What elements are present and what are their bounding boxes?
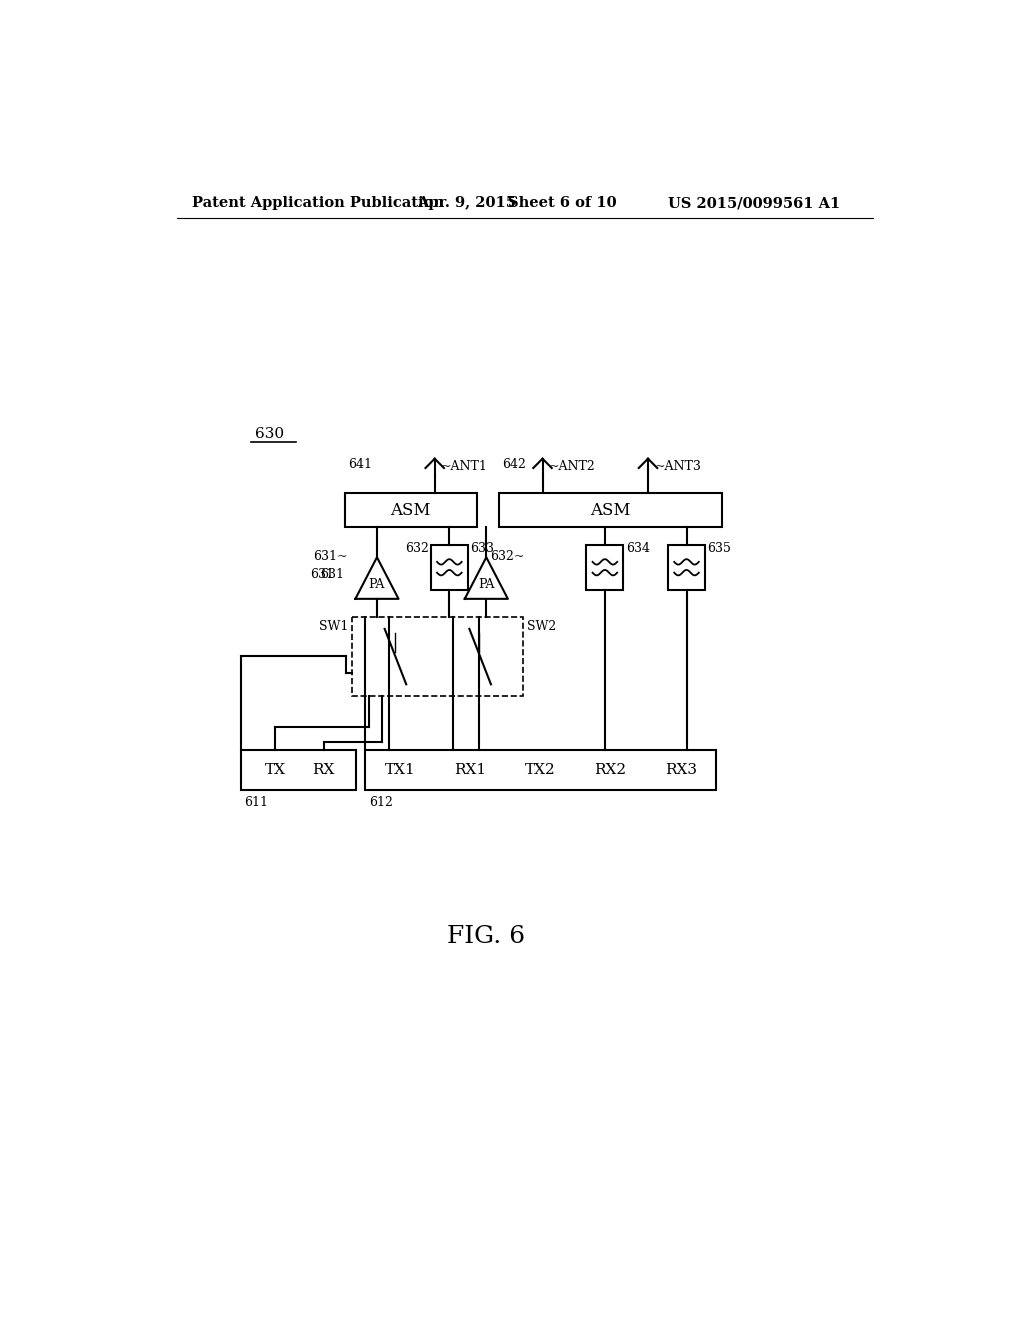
Text: 632~: 632~ — [490, 550, 524, 564]
Text: ASM: ASM — [590, 502, 631, 519]
Text: US 2015/0099561 A1: US 2015/0099561 A1 — [668, 197, 841, 210]
Text: 634: 634 — [626, 543, 649, 556]
Text: TX: TX — [265, 763, 286, 776]
Text: SW1: SW1 — [319, 620, 348, 634]
Text: ~ANT1: ~ANT1 — [441, 459, 487, 473]
Text: 612: 612 — [370, 796, 393, 809]
Text: RX3: RX3 — [665, 763, 696, 776]
Bar — [345, 494, 477, 527]
Text: ASM: ASM — [390, 502, 431, 519]
Bar — [587, 545, 624, 590]
Bar — [499, 494, 722, 527]
Text: SW2: SW2 — [527, 620, 556, 634]
Text: 631: 631 — [321, 568, 345, 581]
Text: 631~: 631~ — [313, 550, 348, 564]
Text: Sheet 6 of 10: Sheet 6 of 10 — [508, 197, 616, 210]
Text: PA: PA — [369, 578, 385, 591]
Text: RX2: RX2 — [595, 763, 627, 776]
Text: RX: RX — [312, 763, 335, 776]
Text: ~ANT2: ~ANT2 — [549, 459, 595, 473]
Text: PA: PA — [478, 578, 495, 591]
Text: Apr. 9, 2015: Apr. 9, 2015 — [417, 197, 516, 210]
Text: 630: 630 — [255, 428, 285, 441]
Text: Patent Application Publication: Patent Application Publication — [193, 197, 444, 210]
Bar — [366, 750, 716, 789]
Bar — [668, 545, 705, 590]
Text: 633: 633 — [470, 543, 495, 556]
Bar — [431, 545, 468, 590]
Text: TX2: TX2 — [525, 763, 556, 776]
Text: 642: 642 — [503, 458, 526, 471]
Text: 631: 631 — [310, 568, 335, 581]
Text: 632: 632 — [404, 543, 429, 556]
Text: FIG. 6: FIG. 6 — [447, 924, 525, 948]
Text: 641: 641 — [348, 458, 373, 471]
Bar — [241, 750, 356, 789]
Text: RX1: RX1 — [455, 763, 486, 776]
Text: ~ANT3: ~ANT3 — [654, 459, 701, 473]
Bar — [352, 618, 523, 696]
Text: 635: 635 — [708, 543, 731, 556]
Text: 611: 611 — [245, 796, 268, 809]
Text: TX1: TX1 — [385, 763, 416, 776]
